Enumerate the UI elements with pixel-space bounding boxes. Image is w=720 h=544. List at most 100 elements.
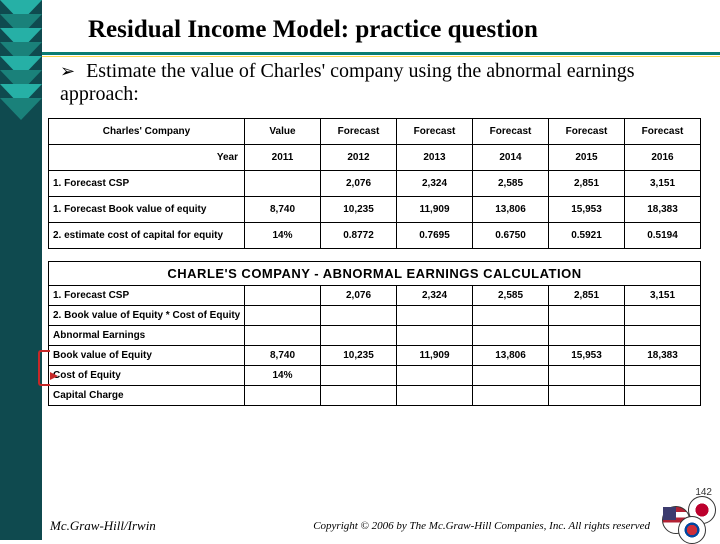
cell: 0.5194 — [625, 223, 701, 249]
cell: 18,383 — [625, 197, 701, 223]
cell — [625, 386, 701, 406]
table-row: Abnormal Earnings — [49, 326, 701, 346]
cell: 8,740 — [245, 346, 321, 366]
cell: 15,953 — [549, 197, 625, 223]
tables-region: Charles' Company Value Forecast Forecast… — [48, 118, 704, 406]
cell: 11,909 — [397, 346, 473, 366]
bullet-arrow-icon: ➢ — [60, 61, 75, 81]
bullet-content: Estimate the value of Charles' company u… — [60, 60, 635, 105]
copyright-text: Copyright © 2006 by The Mc.Graw-Hill Com… — [313, 520, 650, 532]
title-rule — [42, 52, 720, 58]
cell — [473, 306, 549, 326]
cell — [549, 366, 625, 386]
cell: 2,851 — [549, 286, 625, 306]
year-cell: 2016 — [625, 145, 701, 171]
forecast-header: Forecast — [549, 119, 625, 145]
table-row: Charles' Company Value Forecast Forecast… — [49, 119, 701, 145]
cell — [321, 366, 397, 386]
forecast-header: Forecast — [625, 119, 701, 145]
cell — [625, 306, 701, 326]
forecast-header: Forecast — [397, 119, 473, 145]
row-label: 1. Forecast Book value of equity — [49, 197, 245, 223]
cell — [321, 386, 397, 406]
cell: 13,806 — [473, 346, 549, 366]
company-header: Charles' Company — [49, 119, 245, 145]
year-label: Year — [49, 145, 245, 171]
cell: 2,076 — [321, 171, 397, 197]
cell — [321, 326, 397, 346]
cell: 2,585 — [473, 286, 549, 306]
cell: 15,953 — [549, 346, 625, 366]
table-inputs: Charles' Company Value Forecast Forecast… — [48, 118, 701, 249]
cell: 2,851 — [549, 171, 625, 197]
cell — [245, 306, 321, 326]
table-row: Book value of Equity 8,740 10,235 11,909… — [49, 346, 701, 366]
row-label: Book value of Equity — [49, 346, 245, 366]
flags-decor — [656, 492, 720, 540]
cell: 2,076 — [321, 286, 397, 306]
forecast-header: Forecast — [473, 119, 549, 145]
cell: 0.8772 — [321, 223, 397, 249]
cell — [397, 386, 473, 406]
row-label: 2. estimate cost of capital for equity — [49, 223, 245, 249]
table-row: 2. estimate cost of capital for equity 1… — [49, 223, 701, 249]
table-row: Year 2011 2012 2013 2014 2015 2016 — [49, 145, 701, 171]
calc-title: CHARLE'S COMPANY - ABNORMAL EARNINGS CAL… — [49, 262, 701, 286]
value-header: Value — [245, 119, 321, 145]
cell: 14% — [245, 223, 321, 249]
cell: 18,383 — [625, 346, 701, 366]
footer: Mc.Graw-Hill/Irwin Copyright © 2006 by T… — [50, 518, 650, 534]
row-label: Abnormal Earnings — [49, 326, 245, 346]
cell: 2,324 — [397, 286, 473, 306]
table-row: CHARLE'S COMPANY - ABNORMAL EARNINGS CAL… — [49, 262, 701, 286]
cell: 11,909 — [397, 197, 473, 223]
cell: 2,324 — [397, 171, 473, 197]
cell — [245, 386, 321, 406]
year-cell: 2012 — [321, 145, 397, 171]
cell — [321, 306, 397, 326]
table-row: 1. Forecast Book value of equity 8,740 1… — [49, 197, 701, 223]
table-row: 2. Book value of Equity * Cost of Equity — [49, 306, 701, 326]
publisher-text: Mc.Graw-Hill/Irwin — [50, 518, 156, 534]
cell: 0.6750 — [473, 223, 549, 249]
cell — [473, 366, 549, 386]
cell — [245, 171, 321, 197]
year-cell: 2014 — [473, 145, 549, 171]
bullet-text: ➢ Estimate the value of Charles' company… — [60, 60, 700, 106]
cell — [549, 326, 625, 346]
cell: 2,585 — [473, 171, 549, 197]
table-row: Cost of Equity 14% — [49, 366, 701, 386]
cell — [549, 306, 625, 326]
cell — [625, 366, 701, 386]
row-label: Cost of Equity — [49, 366, 245, 386]
cell: 0.5921 — [549, 223, 625, 249]
row-label: 1. Forecast CSP — [49, 286, 245, 306]
cell — [549, 386, 625, 406]
table-calculation: CHARLE'S COMPANY - ABNORMAL EARNINGS CAL… — [48, 261, 701, 406]
year-cell: 2011 — [245, 145, 321, 171]
red-bracket-icon — [38, 350, 50, 386]
cell — [397, 306, 473, 326]
cell — [473, 326, 549, 346]
table-row: 1. Forecast CSP 2,076 2,324 2,585 2,851 … — [49, 171, 701, 197]
cell: 10,235 — [321, 346, 397, 366]
cell — [397, 326, 473, 346]
cell: 3,151 — [625, 286, 701, 306]
cell: 3,151 — [625, 171, 701, 197]
cell: 14% — [245, 366, 321, 386]
cell — [245, 326, 321, 346]
red-arrow-icon — [50, 372, 58, 380]
row-label: 2. Book value of Equity * Cost of Equity — [49, 306, 245, 326]
page-title: Residual Income Model: practice question — [88, 16, 538, 44]
year-cell: 2015 — [549, 145, 625, 171]
cell: 8,740 — [245, 197, 321, 223]
cell — [245, 286, 321, 306]
table-row: 1. Forecast CSP 2,076 2,324 2,585 2,851 … — [49, 286, 701, 306]
cell — [625, 326, 701, 346]
cell: 0.7695 — [397, 223, 473, 249]
cell: 10,235 — [321, 197, 397, 223]
year-cell: 2013 — [397, 145, 473, 171]
cell: 13,806 — [473, 197, 549, 223]
cell — [397, 366, 473, 386]
table-row: Capital Charge — [49, 386, 701, 406]
